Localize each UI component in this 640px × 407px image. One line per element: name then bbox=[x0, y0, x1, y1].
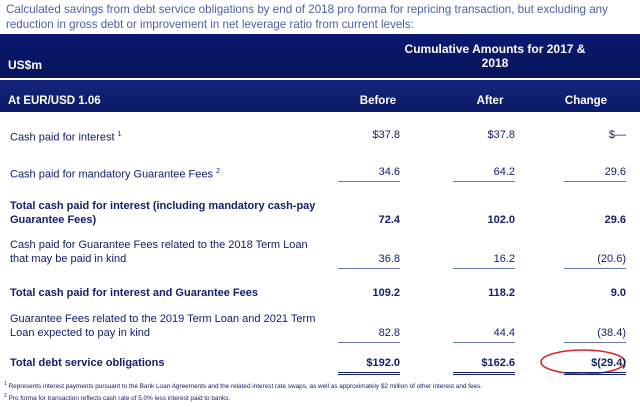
cell-value: $37.8 bbox=[372, 129, 400, 141]
footnote: 1 Represents interest payments pursuant … bbox=[4, 381, 482, 390]
row-label-text: Total debt service obligations bbox=[10, 357, 165, 369]
row-label: Cash paid for mandatory Guarantee Fees 2 bbox=[10, 165, 328, 182]
cell-value: 72.4 bbox=[378, 214, 400, 226]
cell-value: 29.6 bbox=[604, 214, 626, 226]
row-label: Cash paid for interest 1 bbox=[10, 128, 328, 145]
row-label: Total cash paid for interest (including … bbox=[10, 199, 328, 227]
cell-value: 36.8 bbox=[338, 252, 400, 269]
cell-value: 34.6 bbox=[338, 165, 400, 182]
cell-value: 118.2 bbox=[488, 287, 515, 299]
column-header: After bbox=[476, 95, 504, 107]
cell-value: $37.8 bbox=[487, 129, 515, 141]
footnote-ref: 1 bbox=[117, 131, 122, 138]
footnote-mark: 2 bbox=[4, 393, 7, 399]
cell-value: 9.0 bbox=[610, 287, 626, 299]
row-label-text: Guarantee Fees related to the 2019 Term … bbox=[10, 313, 316, 339]
row-label-text: Cash paid for Guarantee Fees related to … bbox=[10, 239, 308, 265]
cell-value: $(29.4) bbox=[564, 356, 626, 375]
cell-value: 82.8 bbox=[338, 326, 400, 343]
cell-value: (38.4) bbox=[564, 326, 626, 343]
cell-value: $192.0 bbox=[338, 356, 400, 375]
column-header: Before bbox=[359, 95, 397, 107]
cell-value: 44.4 bbox=[453, 326, 515, 343]
footnote-text: Represents interest payments pursuant to… bbox=[8, 383, 483, 391]
rate-label: At EUR/USD 1.06 bbox=[8, 95, 101, 107]
footnote-ref: 2 bbox=[216, 168, 220, 175]
footnote: 2 Pro forma for transaction reflects cas… bbox=[4, 393, 230, 402]
row-label: Cash paid for Guarantee Fees related to … bbox=[10, 238, 328, 266]
cell-value: (20.6) bbox=[564, 252, 626, 269]
group-header: Cumulative Amounts for 2017 & 2018 bbox=[404, 42, 586, 70]
cell-value: $162.6 bbox=[453, 356, 515, 375]
cell-value: 29.6 bbox=[564, 165, 626, 182]
column-header: Change bbox=[564, 95, 608, 107]
row-label: Guarantee Fees related to the 2019 Term … bbox=[10, 312, 328, 340]
intro-text: Calculated savings from debt service obl… bbox=[6, 3, 608, 31]
footnote-text: Pro forma for transaction reflects cash … bbox=[8, 395, 231, 403]
header-band bbox=[0, 34, 640, 78]
row-label-text: Cash paid for interest bbox=[10, 131, 115, 144]
cell-value: 109.2 bbox=[372, 287, 400, 299]
row-label-text: Total cash paid for interest and Guarant… bbox=[10, 287, 258, 299]
row-label-text: Cash paid for mandatory Guarantee Fees bbox=[10, 168, 214, 181]
unit-label: US$m bbox=[8, 58, 43, 72]
cell-value: $— bbox=[608, 129, 626, 141]
cell-value: 16.2 bbox=[453, 252, 515, 269]
footnote-mark: 1 bbox=[4, 381, 7, 387]
row-label: Total cash paid for interest and Guarant… bbox=[10, 286, 328, 300]
row-label-text: Total cash paid for interest (including … bbox=[10, 200, 316, 226]
subheader-band bbox=[0, 80, 640, 112]
cell-value: 64.2 bbox=[453, 165, 515, 182]
row-label: Total debt service obligations bbox=[10, 356, 328, 370]
cell-value: 102.0 bbox=[487, 214, 515, 226]
